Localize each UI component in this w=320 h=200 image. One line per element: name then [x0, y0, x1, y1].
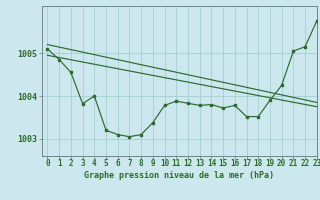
X-axis label: Graphe pression niveau de la mer (hPa): Graphe pression niveau de la mer (hPa) — [84, 171, 274, 180]
